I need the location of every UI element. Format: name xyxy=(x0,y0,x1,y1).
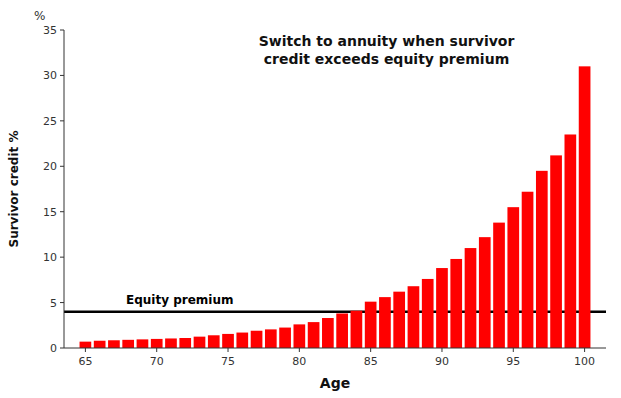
x-tick xyxy=(156,348,157,352)
bar xyxy=(179,338,191,348)
chart: 0 5 10 15 20 25 30 35 65 70 75 80 85 90 95 100 Equity pr… xyxy=(0,0,621,398)
bar xyxy=(94,341,106,348)
x-tick-label: 85 xyxy=(364,355,378,368)
bar xyxy=(479,237,491,348)
y-tick xyxy=(60,348,64,349)
bar xyxy=(279,328,291,348)
bar xyxy=(436,268,448,348)
bar xyxy=(308,322,320,348)
x-tick-label: 95 xyxy=(506,355,520,368)
bar xyxy=(122,340,134,348)
bar xyxy=(465,248,477,348)
title-line: credit exceeds equity premium xyxy=(264,51,509,67)
x-tick-label: 75 xyxy=(221,355,235,368)
x-tick-label: 65 xyxy=(78,355,92,368)
bar xyxy=(450,259,462,348)
x-tick xyxy=(228,348,229,352)
bar xyxy=(408,286,420,348)
bar xyxy=(393,292,405,348)
y-tick-label: 35 xyxy=(43,24,57,37)
y-axis-line xyxy=(64,30,65,348)
bar xyxy=(536,171,548,348)
bar xyxy=(550,155,562,348)
bar xyxy=(208,335,220,348)
y-tick xyxy=(60,166,64,167)
y-tick-label: 20 xyxy=(43,160,57,173)
y-tick-label: 5 xyxy=(50,297,57,310)
bar xyxy=(379,297,391,348)
bar xyxy=(265,329,277,348)
x-tick xyxy=(85,348,86,352)
x-axis-label: Age xyxy=(320,375,350,391)
x-tick xyxy=(370,348,371,352)
x-axis-line xyxy=(64,348,606,349)
title-line: Switch to annuity when survivor xyxy=(259,33,515,49)
bar xyxy=(522,192,534,348)
bar xyxy=(507,207,519,348)
bar xyxy=(251,331,263,348)
x-tick-label: 100 xyxy=(574,355,595,368)
bar xyxy=(422,279,434,348)
bar xyxy=(137,339,149,348)
bar xyxy=(151,339,163,348)
bar xyxy=(108,340,120,348)
bar xyxy=(365,302,377,348)
bar xyxy=(80,342,92,348)
bar xyxy=(336,313,348,348)
y-tick xyxy=(60,211,64,212)
equity-premium-label: Equity premium xyxy=(126,293,234,307)
bar xyxy=(564,134,576,348)
bar xyxy=(236,333,248,348)
x-tick-label: 90 xyxy=(435,355,449,368)
bar xyxy=(322,318,334,348)
y-tick-label: 15 xyxy=(43,206,57,219)
bar xyxy=(222,334,234,348)
y-tick xyxy=(60,120,64,121)
percent-label: % xyxy=(34,9,45,23)
y-axis-label: Survivor credit % xyxy=(7,130,21,247)
bar xyxy=(293,324,305,348)
title: Switch to annuity when survivor credit ex… xyxy=(259,33,515,67)
y-tick xyxy=(60,75,64,76)
x-tick-label: 70 xyxy=(150,355,164,368)
y-tick xyxy=(60,257,64,258)
bar xyxy=(165,338,177,348)
y-tick xyxy=(60,302,64,303)
bar xyxy=(194,337,206,348)
x-tick xyxy=(441,348,442,352)
y-tick-label: 30 xyxy=(43,69,57,82)
x-tick-label: 80 xyxy=(292,355,306,368)
y-tick-label: 10 xyxy=(43,251,57,264)
bar xyxy=(493,223,505,348)
y-tick-label: 25 xyxy=(43,115,57,128)
bar xyxy=(351,311,363,348)
x-tick xyxy=(513,348,514,352)
x-tick xyxy=(299,348,300,352)
y-tick-label: 0 xyxy=(50,342,57,355)
bar xyxy=(579,66,591,348)
x-tick xyxy=(584,348,585,352)
y-tick xyxy=(60,30,64,31)
